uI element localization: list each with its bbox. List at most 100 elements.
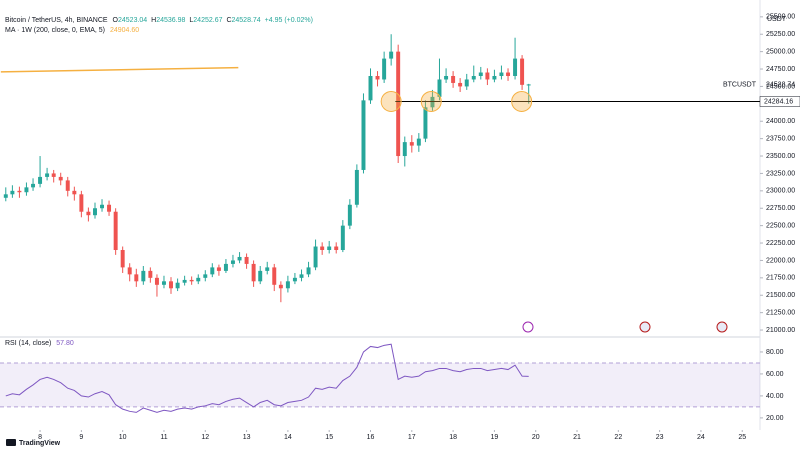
candle-body [72,190,77,195]
x-tick-label: 20 [532,434,540,441]
candle-body [327,246,332,250]
ohlc-prefix: L [189,17,193,24]
event-icon [716,321,728,333]
ma-value: 24904.60 [110,27,139,34]
rsi-y-tick-label: 40.00 [766,393,784,400]
candle-body [375,75,380,80]
x-tick-label: 9 [79,434,83,441]
candle-body [458,82,463,87]
candle-body [306,267,311,275]
candle-body [485,72,490,80]
close-value: 24528.74 [232,17,261,24]
highlight-circle [380,90,402,112]
y-tick-label: 21500.00 [766,292,795,299]
candle-body [258,270,263,282]
candle-body [161,281,166,285]
y-tick-label: 22000.00 [766,257,795,264]
candle-body [237,256,242,261]
ma-legend: MA · 1W (200, close, 0, EMA, 5) 24904.60 [5,27,139,34]
y-tick-label: 21250.00 [766,309,795,316]
candle-body [299,274,304,278]
rsi-y-tick-label: 60.00 [766,371,784,378]
candle-body [292,277,297,282]
candle-body [141,270,146,282]
candle-body [389,51,394,59]
ohlc-prefix: H [151,17,156,24]
candle-body [134,274,139,282]
candle-body [492,75,497,80]
x-tick-label: 23 [656,434,664,441]
candle-body [396,51,401,157]
candle-body [3,194,8,198]
candle-body [368,75,373,101]
level-label-bg [759,96,800,107]
candle-body [58,176,63,181]
candle-body [24,187,29,193]
candle-body [86,211,91,216]
x-tick-label: 17 [408,434,416,441]
y-tick-label: 23250.00 [766,170,795,177]
event-icon [522,321,534,333]
rsi-name: RSI (14, close) [5,340,51,347]
x-tick-label: 18 [449,434,457,441]
currency: USDT [767,16,787,23]
x-tick-label: 22 [614,434,622,441]
rsi-y-tick-label: 20.00 [766,415,784,422]
ohlc-prefix: C [226,17,231,24]
candle-body [526,84,531,86]
candle-body [230,260,235,264]
open-value: 24523.04 [118,17,147,24]
x-tick-label: 13 [243,434,251,441]
event-icon [639,321,651,333]
candle-body [169,281,173,289]
candle-body [17,190,22,193]
candle-body [189,279,194,282]
rsi-value: 57.80 [56,340,74,347]
candle-body [182,279,187,283]
candle-body [430,96,435,108]
x-tick-label: 15 [325,434,333,441]
candle-body [320,246,325,250]
candle-body [93,208,97,216]
candle-body [120,249,125,268]
candle-body [203,274,208,278]
candle-body [464,79,469,87]
y-tick-label: 22500.00 [766,222,795,229]
x-tick-label: 8 [38,434,42,441]
candle-body [148,270,153,278]
y-tick-label: 25250.00 [766,31,795,38]
candle-body [382,58,387,80]
candle-body [154,277,159,285]
candle-body [347,204,352,226]
candle-body [79,194,84,212]
candle-body [278,284,283,289]
candle-body [10,190,15,195]
change: +4.95 (+0.02%) [265,17,313,24]
candle-body [423,107,428,139]
y-tick-label: 23000.00 [766,188,795,195]
header: Bitcoin / TetherUS, 4h, BINANCE O24523.0… [5,17,313,24]
chart-title: Bitcoin / TetherUS, 4h, BINANCE [5,17,108,24]
logo-icon [6,439,16,446]
candle-body [65,180,70,191]
candle-body [499,72,504,76]
brand: TradingView [19,440,61,447]
rsi-y-tick-label: 80.00 [766,349,784,356]
event-icons [522,321,728,333]
candle-body [45,173,50,177]
x-tick-label: 21 [573,434,581,441]
candle-body [409,142,414,146]
brand-logo: TradingView [6,439,61,447]
y-tick-label: 21000.00 [766,327,795,334]
candle-body [216,267,221,271]
candle-body [354,169,359,205]
rsi-legend: RSI (14, close) 57.80 [5,340,74,347]
x-tick-label: 12 [201,434,209,441]
y-tick-label: 25000.00 [766,48,795,55]
y-tick-label: 23500.00 [766,153,795,160]
level-label: 24284.16 [764,98,793,105]
candle-body [471,75,476,80]
y-tick-label: 24000.00 [766,118,795,125]
candle-body [340,225,345,250]
highlight-circle [511,90,533,112]
